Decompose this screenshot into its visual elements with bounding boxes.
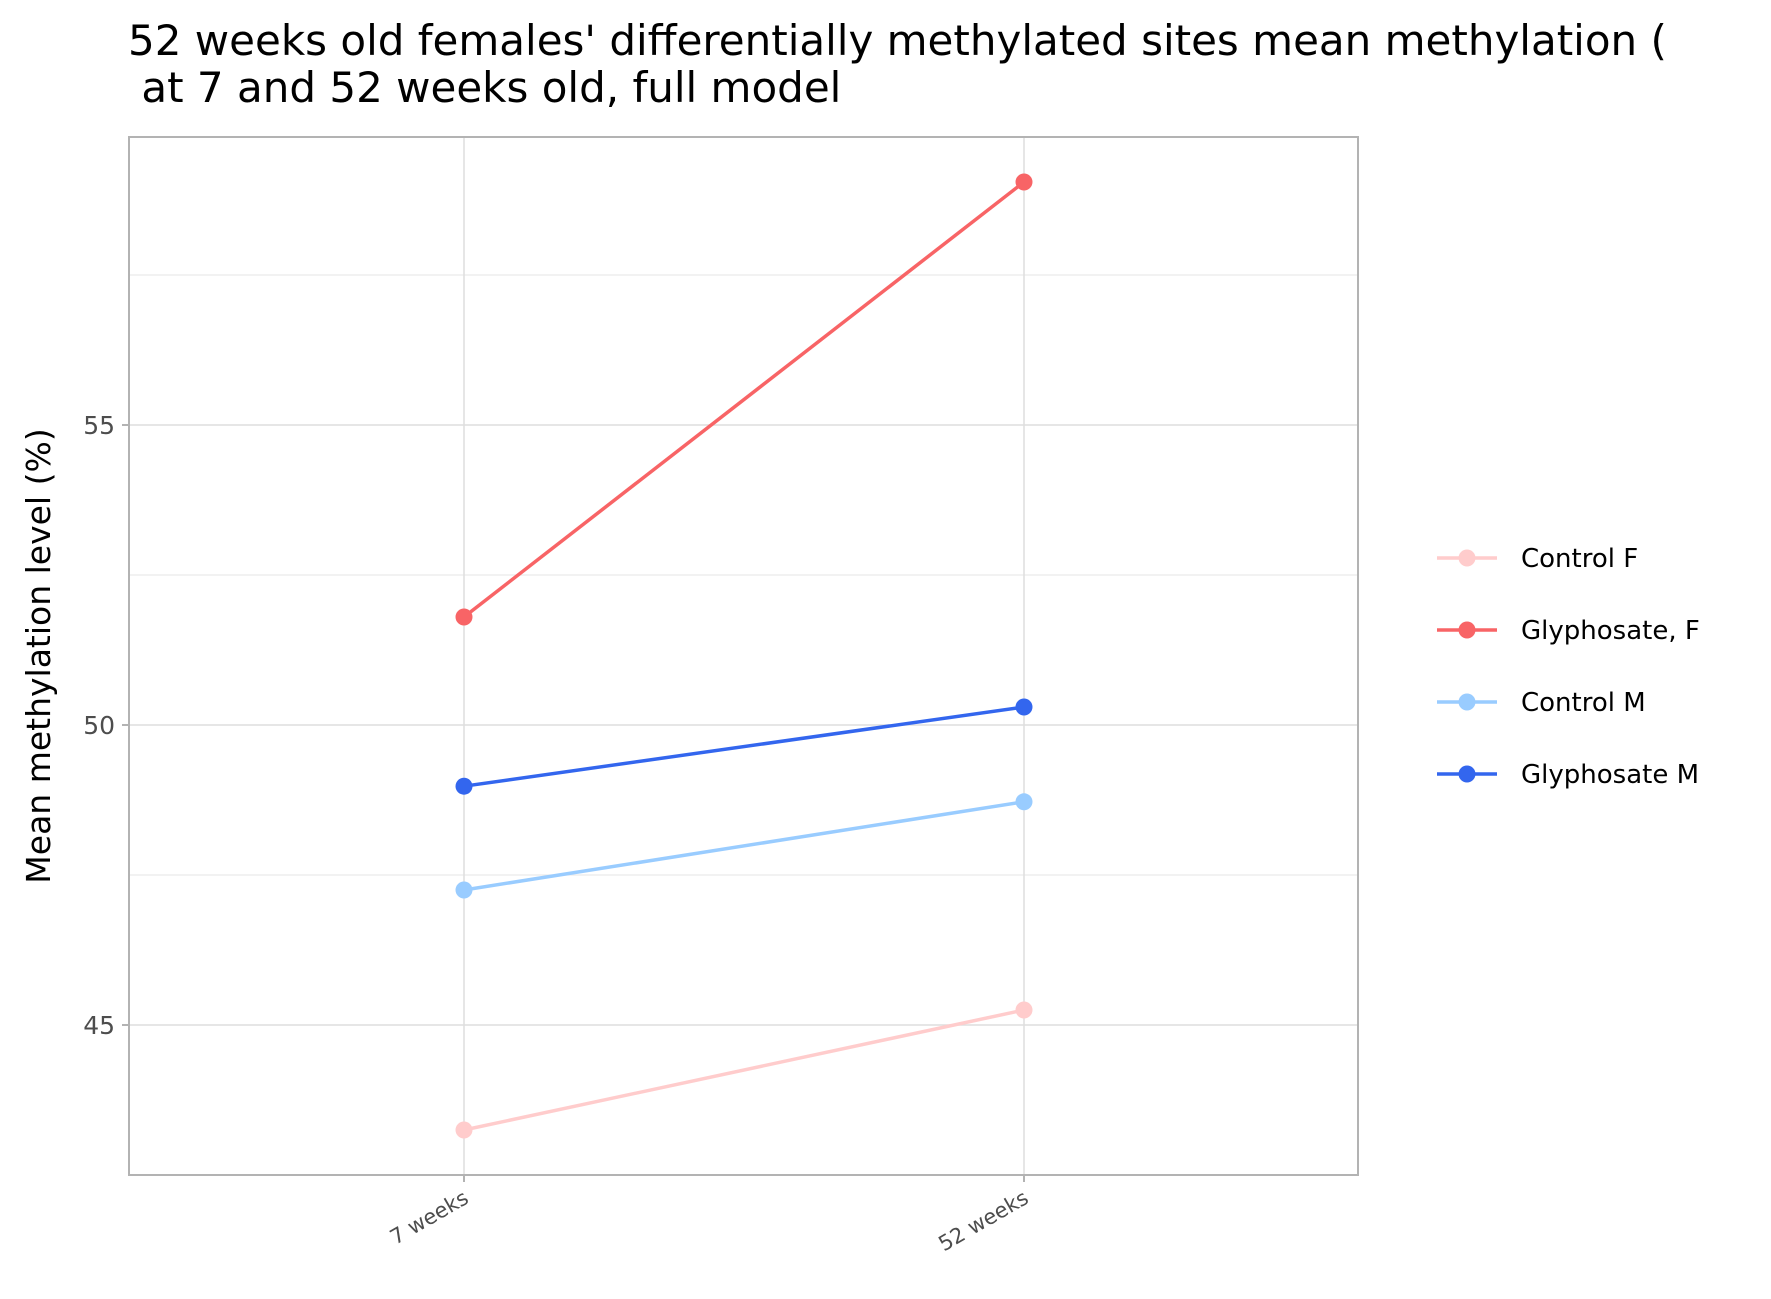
- series-line-glyphosate-f: [462, 180, 1026, 619]
- series-line-control-f: [463, 1008, 1025, 1132]
- legend-key-point: [1458, 549, 1476, 567]
- x-tick-label: 7 weeks: [386, 1186, 473, 1250]
- plot-panel-border: [128, 136, 1359, 1176]
- data-point-glyphosate-m: [1015, 698, 1033, 716]
- data-point-control-f: [455, 1121, 473, 1139]
- legend-key-point: [1458, 621, 1476, 639]
- data-point-control-m: [455, 881, 473, 899]
- y-tick-label: 45: [83, 1011, 115, 1040]
- legend-label: Glyphosate M: [1521, 760, 1699, 790]
- axis-ticks: 45 50 55 7 weeks 52 weeks: [83, 411, 1032, 1256]
- major-gridlines: [129, 137, 1358, 1175]
- legend-label: Glyphosate, F: [1521, 616, 1700, 646]
- data-point-control-f: [1015, 1001, 1033, 1019]
- series-line-glyphosate-m: [463, 705, 1025, 788]
- y-tick-label: 55: [83, 411, 115, 440]
- chart-title: 52 weeks old females' differentially met…: [128, 16, 1667, 65]
- y-tick-label: 50: [83, 711, 115, 740]
- series-line-control-m: [463, 800, 1025, 892]
- legend-label: Control F: [1521, 544, 1638, 574]
- data-point-glyphosate-f: [455, 608, 473, 626]
- x-tick-label: 52 weeks: [934, 1186, 1032, 1257]
- y-axis-label: Mean methylation level (%): [19, 428, 58, 883]
- data-point-glyphosate-m: [455, 777, 473, 795]
- data-point-glyphosate-f: [1015, 173, 1033, 191]
- minor-gridlines: [129, 274, 1358, 876]
- legend-key-point: [1458, 693, 1476, 711]
- legend-key-point: [1458, 765, 1476, 783]
- legend-label: Control M: [1521, 688, 1646, 718]
- chart-subtitle: at 7 and 52 weeks old, full model: [128, 63, 841, 112]
- series-group: [455, 173, 1033, 1139]
- data-point-control-m: [1015, 793, 1033, 811]
- legend: Control F Glyphosate, F Control M Glyphosat…: [1437, 544, 1700, 790]
